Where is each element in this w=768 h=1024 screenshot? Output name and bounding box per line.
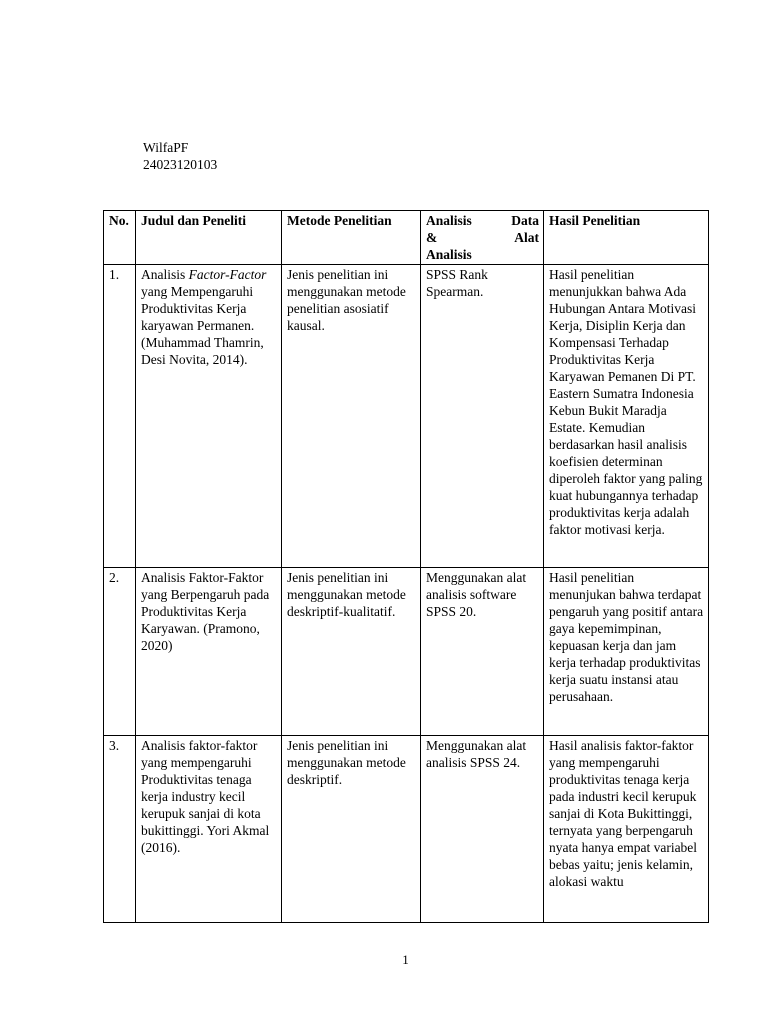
- cell-judul: Analisis Faktor-Faktor yang Berpengaruh …: [135, 567, 282, 736]
- judul-segment: Analisis faktor-faktor yang mempengaruhi…: [141, 738, 270, 855]
- student-id: 24023120103: [143, 157, 218, 172]
- cell-no: 2.: [103, 567, 136, 736]
- header-analisis-line2-right: Alat: [514, 230, 539, 245]
- cell-no: 3.: [103, 735, 136, 923]
- cell-analisis: Menggunakan alat analisis SPSS 24.: [420, 735, 544, 923]
- judul-segment: yang Mempengaruhi Produktivitas Kerja ka…: [141, 284, 264, 367]
- page-number: 1: [402, 952, 409, 967]
- table-header-row: No. Judul dan Peneliti Metode Penelitian…: [103, 210, 709, 265]
- header-analisis-line2: & Alat: [426, 229, 539, 246]
- header-metode: Metode Penelitian: [281, 210, 421, 265]
- header-analisis-line3: Analisis: [426, 246, 539, 263]
- author-name: WilfaPF: [143, 140, 189, 155]
- header-analisis-line3-left: Analisis: [426, 247, 472, 262]
- cell-metode: Jenis penelitian ini menggunakan metode …: [281, 264, 421, 568]
- header-analisis-line2-left: &: [426, 230, 438, 245]
- cell-metode: Jenis penelitian ini menggunakan metode …: [281, 567, 421, 736]
- table-row: 1. Analisis Factor-Factor yang Mempengaru…: [103, 264, 709, 568]
- header-analisis: Analisis Data & Alat Analisis: [420, 210, 544, 265]
- table-row: 3. Analisis faktor-faktor yang mempengaru…: [103, 735, 709, 923]
- header-hasil: Hasil Penelitian: [543, 210, 709, 265]
- header-no: No.: [103, 210, 136, 265]
- judul-segment: Analisis: [141, 267, 189, 282]
- header-analisis-line1: Analisis Data: [426, 212, 539, 229]
- literature-review-table: No. Judul dan Peneliti Metode Penelitian…: [103, 210, 709, 923]
- cell-metode: Jenis penelitian ini menggunakan metode …: [281, 735, 421, 923]
- cell-analisis: Menggunakan alat analisis software SPSS …: [420, 567, 544, 736]
- cell-hasil: Hasil penelitian menunjukkan bahwa Ada H…: [543, 264, 709, 568]
- header-analisis-line1-right: Data: [511, 213, 539, 228]
- cell-hasil: Hasil penelitian menunjukan bahwa terdap…: [543, 567, 709, 736]
- cell-judul: Analisis faktor-faktor yang mempengaruhi…: [135, 735, 282, 923]
- cell-analisis: SPSS Rank Spearman.: [420, 264, 544, 568]
- cell-judul: Analisis Factor-Factor yang Mempengaruhi…: [135, 264, 282, 568]
- header-analisis-line1-left: Analisis: [426, 213, 472, 228]
- judul-segment: Analisis Faktor-Faktor yang Berpengaruh …: [141, 570, 270, 653]
- header-judul: Judul dan Peneliti: [135, 210, 282, 265]
- cell-no: 1.: [103, 264, 136, 568]
- judul-segment-italic: Factor-Factor: [188, 267, 267, 282]
- cell-hasil: Hasil analisis faktor-faktor yang mempen…: [543, 735, 709, 923]
- document-meta: WilfaPF 24023120103: [143, 139, 217, 173]
- table-body: 1. Analisis Factor-Factor yang Mempengaru…: [103, 264, 709, 923]
- table-row: 2. Analisis Faktor-Faktor yang Berpengaru…: [103, 567, 709, 736]
